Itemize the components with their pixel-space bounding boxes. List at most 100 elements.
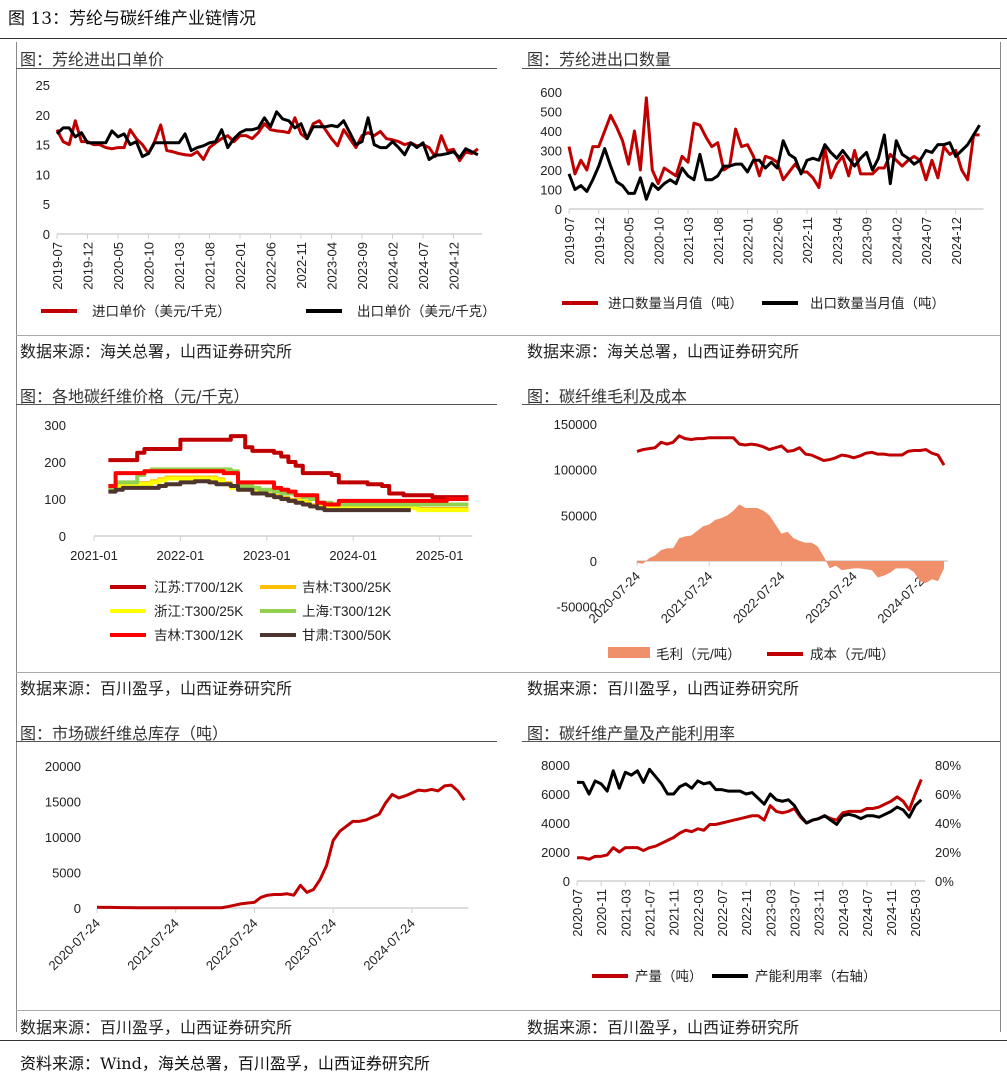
series-area-margin	[637, 504, 945, 583]
x-tick-label: 2024-07	[919, 217, 934, 265]
figure-title: 图 13：芳纶与碳纤维产业链情况	[8, 9, 257, 29]
series-line-1	[567, 124, 981, 201]
panel-title-cf-margin: 图：碳纤维毛利及成本	[527, 387, 688, 406]
footer-rule	[0, 1040, 1007, 1041]
x-tick-label: 2023-07	[787, 889, 802, 937]
x-tick-label: 2021-03	[681, 217, 696, 265]
y-tick-label: 0	[590, 554, 597, 569]
panel-title-cf-prices: 图：各地碳纤维价格（元/千克）	[20, 387, 250, 406]
y-tick-label: 15	[36, 138, 50, 153]
legend-label: 出口数量当月值（吨）	[810, 296, 945, 311]
x-tick-label: 2020-11	[594, 889, 609, 936]
x-tick-label: 2020-07	[570, 889, 585, 937]
x-tick-label: 2019-07	[562, 217, 577, 265]
x-tick-label: 2023-07-24	[802, 569, 860, 627]
chart-aramid-unit-price: 0 5 10 15 20 25 2019-07 2019-12 2020-05 2020-10 20…	[36, 78, 496, 319]
left-frame	[16, 42, 17, 1032]
legend-label: 上海:T300/12K	[302, 604, 391, 619]
y-tick-label: 10	[36, 167, 50, 182]
x-tick-label: 2021-03	[172, 242, 187, 290]
x-tick-label: 2020-05	[111, 242, 126, 290]
x-tick-label: 2022-01	[233, 242, 248, 290]
y-tick-label: 100000	[554, 463, 597, 478]
y-tick-label: 5	[43, 197, 50, 212]
panel-title-aramid-price: 图：芳纶进出口单价	[20, 50, 165, 69]
legend-label: 产能利用率（右轴）	[755, 968, 877, 984]
y-tick-label: 6000	[541, 787, 570, 802]
figure-title-rule	[0, 38, 1007, 39]
x-tick-label: 2024-02	[386, 242, 401, 290]
x-tick-label: 2020-07-24	[45, 916, 103, 974]
x-tick-label: 2022-06	[770, 217, 785, 265]
panel-source-6: 数据来源：百川盈孚，山西证券研究所	[527, 1018, 800, 1037]
legend-label: 吉林:T300/12K	[154, 628, 243, 643]
x-tick-label: 2021-08	[203, 242, 218, 290]
panel-source-5: 数据来源：百川盈孚，山西证券研究所	[20, 1018, 293, 1037]
y-tick-label: 100	[44, 492, 66, 507]
x-tick-label: 2024-12	[447, 242, 462, 290]
x-tick-label: 2019-07	[50, 242, 65, 290]
panel-3-title-rule	[16, 404, 497, 405]
legend-label: 进口数量当月值（吨）	[608, 296, 743, 311]
y-tick-label: 300	[540, 144, 562, 159]
panel-5-title-rule	[16, 741, 497, 742]
right-frame	[1000, 42, 1001, 1032]
y-tick-label: 0	[43, 227, 50, 242]
x-tick-label: 2023-09	[860, 217, 875, 265]
x-tick-label: 2022-11	[739, 889, 754, 936]
y2-tick-label: 40%	[935, 816, 961, 831]
x-tick-label: 2020-07-24	[585, 569, 643, 627]
y-tick-label: 0	[555, 202, 562, 217]
x-tick-label: 2020-10	[142, 242, 157, 290]
x-tick-label: 2023-09	[355, 242, 370, 290]
y-tick-label: 0	[59, 529, 66, 544]
x-tick-label: 2024-03	[836, 889, 851, 937]
x-tick-label: 2022-11	[800, 217, 815, 264]
x-tick-label: 2022-03	[691, 889, 706, 937]
x-tick-label: 2021-07-24	[658, 569, 716, 627]
series-line-0	[96, 783, 466, 910]
legend-label: 产量（吨）	[635, 969, 703, 984]
series-line-0	[567, 96, 980, 190]
panel-4-title-rule	[522, 404, 1000, 405]
x-tick-label: 2019-12	[592, 217, 607, 265]
x-tick-label: 2020-05	[622, 217, 637, 265]
y-tick-label: 25	[36, 78, 50, 93]
y-tick-label: 150000	[554, 417, 597, 432]
y-tick-label: 15000	[45, 795, 81, 810]
x-tick-label: 2022-06	[264, 242, 279, 290]
x-tick-label: 2023-07-24	[282, 916, 340, 974]
panel-6-title-rule	[522, 741, 1000, 742]
panel-title-aramid-volume: 图：芳纶进出口数量	[527, 50, 672, 69]
x-tick-label: 2022-07-24	[730, 569, 788, 627]
y-tick-label: 20	[36, 108, 50, 123]
x-tick-label: 2024-07-24	[360, 916, 418, 974]
y2-tick-label: 0%	[935, 874, 954, 889]
x-tick-label: 2022-07	[715, 889, 730, 937]
x-tick-label: 2019-12	[81, 242, 96, 290]
chart-cf-output-utilization: 0 2000 4000 6000 8000 0% 20% 40% 60% 80% 2020-07 20…	[541, 758, 961, 984]
series-line-1	[636, 434, 946, 466]
y2-tick-label: 60%	[935, 787, 961, 802]
series-line-0	[577, 778, 923, 861]
y-tick-label: 200	[540, 163, 562, 178]
row-3-source-rule	[16, 1010, 1000, 1011]
x-tick-label: 2023-01	[243, 548, 291, 563]
y-tick-label: 300	[44, 418, 66, 433]
x-tick-label: 2022-11	[294, 242, 309, 289]
y-tick-label: 400	[540, 124, 562, 139]
chart-cf-inventory: 0 5000 10000 15000 20000 2020-07-24 2021-07-24…	[45, 759, 469, 974]
y-tick-label: 0	[74, 901, 81, 916]
x-tick-label: 2021-01	[70, 548, 118, 563]
panel-source-1: 数据来源：海关总署，山西证券研究所	[20, 342, 293, 361]
x-tick-label: 2025-01	[416, 548, 464, 563]
x-tick-label: 2021-07-24	[124, 916, 182, 974]
footer-source: 资料来源：Wind，海关总署，百川盈孚，山西证券研究所	[20, 1054, 430, 1073]
legend-swatch	[608, 647, 650, 658]
panel-source-3: 数据来源：百川盈孚，山西证券研究所	[20, 679, 293, 698]
y-tick-label: 50000	[561, 508, 597, 523]
x-tick-label: 2021-11	[667, 889, 682, 936]
legend-label: 江苏:T700/12K	[154, 580, 243, 595]
x-tick-label: 2022-07-24	[203, 916, 261, 974]
series-line-1	[55, 110, 479, 161]
